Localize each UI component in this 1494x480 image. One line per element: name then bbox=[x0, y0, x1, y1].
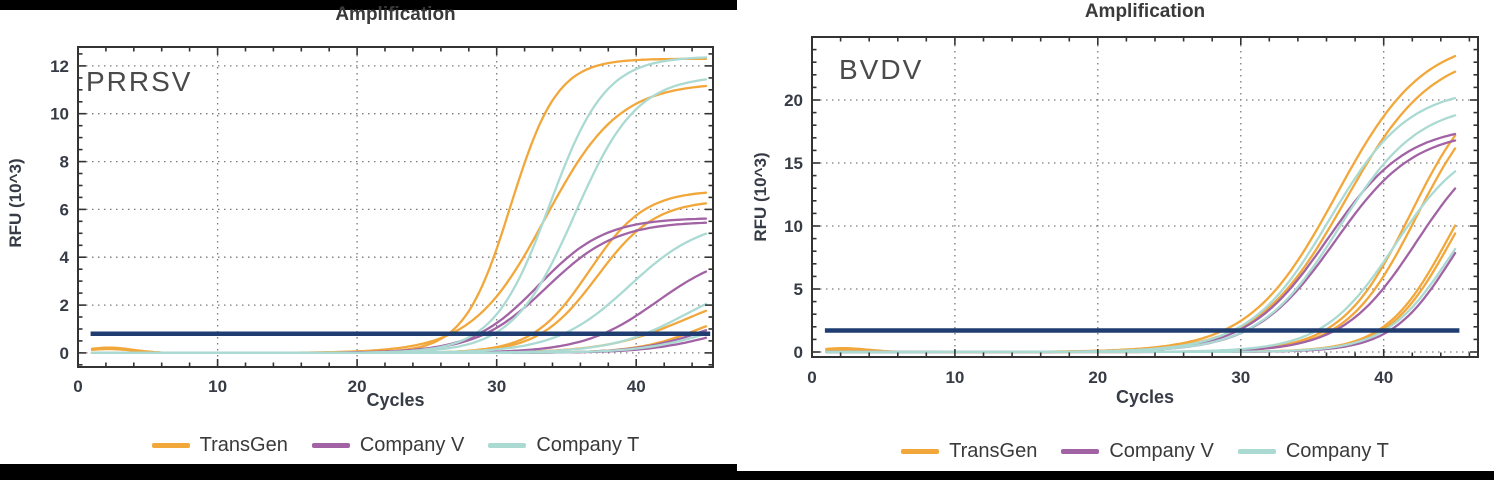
plot-border bbox=[77, 46, 714, 368]
curve-company-t bbox=[825, 247, 1457, 354]
top-rule bbox=[0, 0, 737, 10]
y-tick-label: 2 bbox=[60, 296, 69, 315]
curve-company-v bbox=[90, 270, 708, 355]
curve-company-v bbox=[825, 251, 1457, 354]
panel-prrsv: Amplification 0 10 20 30 40 0 2 4 6 8 10 12 PRRSV R… bbox=[6, 4, 714, 457]
x-tick-label: 40 bbox=[627, 377, 646, 396]
y-tick-label: 6 bbox=[60, 200, 69, 219]
y-axis-label: RFU (10^3) bbox=[751, 152, 770, 242]
x-tick-label: 30 bbox=[487, 377, 506, 396]
legend-label: TransGen bbox=[949, 440, 1038, 462]
plot-border bbox=[811, 36, 1479, 358]
y-tick-label: 10 bbox=[50, 105, 69, 124]
x-tick-label: 20 bbox=[348, 377, 367, 396]
legend-item-company-t: Company T bbox=[488, 434, 639, 457]
legend-label: TransGen bbox=[199, 434, 288, 456]
x-tick-label: 0 bbox=[73, 377, 82, 396]
y-tick-label: 8 bbox=[60, 153, 69, 172]
x-tick-label: 10 bbox=[945, 368, 964, 387]
transgen-line-swatch bbox=[901, 449, 940, 454]
legend-label: Company T bbox=[536, 434, 640, 456]
company-t-line-swatch bbox=[1237, 449, 1276, 454]
y-tick-label: 20 bbox=[784, 91, 803, 110]
curve-company-t bbox=[90, 332, 708, 355]
curve-company-v bbox=[825, 187, 1457, 354]
x-tick-label: 0 bbox=[807, 368, 816, 387]
y-axis-label: RFU (10^3) bbox=[6, 158, 25, 248]
transgen-line-swatch bbox=[151, 443, 190, 448]
y-tick-label: 12 bbox=[50, 57, 69, 76]
curve-company-v bbox=[825, 132, 1457, 354]
legend: TransGen Company V Company T bbox=[78, 434, 713, 457]
y-tick-label: 0 bbox=[794, 343, 803, 362]
x-tick-label: 10 bbox=[208, 377, 227, 396]
x-tick-label: 20 bbox=[1088, 368, 1107, 387]
curve-company-t bbox=[825, 170, 1457, 354]
curve-transgen bbox=[825, 70, 1457, 354]
legend-item-transgen: TransGen bbox=[901, 440, 1037, 463]
amplification-plot-bvdv: 0 10 20 30 40 0 5 10 15 20 bbox=[784, 36, 1479, 387]
legend-label: Company V bbox=[1109, 440, 1214, 462]
y-tick-label: 0 bbox=[60, 344, 69, 363]
legend-item-company-t: Company T bbox=[1237, 440, 1389, 463]
company-v-line-swatch bbox=[1061, 449, 1100, 454]
x-axis-label: Cycles bbox=[1115, 387, 1175, 407]
amplification-plot-prrsv: 0 10 20 30 40 0 2 4 6 8 10 12 bbox=[50, 46, 714, 396]
x-tick-label: 40 bbox=[1374, 368, 1393, 387]
panel-bvdv: Amplification 0 10 20 30 40 0 5 10 15 20 BVDV RFU… bbox=[747, 0, 1494, 480]
curve-transgen bbox=[90, 202, 708, 355]
company-t-line-swatch bbox=[488, 443, 527, 448]
panel-label: BVDV bbox=[839, 54, 924, 85]
chart-title: Amplification bbox=[1084, 1, 1206, 22]
bottom-left-rule bbox=[0, 464, 737, 480]
legend-item-transgen: TransGen bbox=[151, 434, 288, 457]
curve-transgen bbox=[90, 84, 708, 355]
legend-item-company-v: Company V bbox=[311, 434, 465, 457]
legend-label: Company T bbox=[1285, 440, 1389, 462]
legend: TransGen Company V Company T bbox=[812, 440, 1478, 463]
legend-item-company-v: Company V bbox=[1061, 440, 1214, 463]
y-tick-label: 4 bbox=[60, 248, 70, 267]
curve-transgen bbox=[825, 147, 1457, 354]
y-tick-label: 5 bbox=[794, 280, 803, 299]
panel-label: PRRSV bbox=[86, 66, 193, 97]
y-tick-label: 15 bbox=[784, 154, 803, 173]
chart-title: Amplification bbox=[335, 4, 456, 25]
company-v-line-swatch bbox=[311, 443, 350, 448]
bottom-right-rule bbox=[737, 471, 1494, 480]
x-tick-label: 30 bbox=[1231, 368, 1250, 387]
y-tick-label: 10 bbox=[784, 217, 803, 236]
curve-company-t bbox=[90, 56, 708, 355]
curve-transgen bbox=[90, 57, 708, 355]
x-axis-label: Cycles bbox=[366, 390, 425, 410]
legend-label: Company V bbox=[359, 434, 465, 456]
